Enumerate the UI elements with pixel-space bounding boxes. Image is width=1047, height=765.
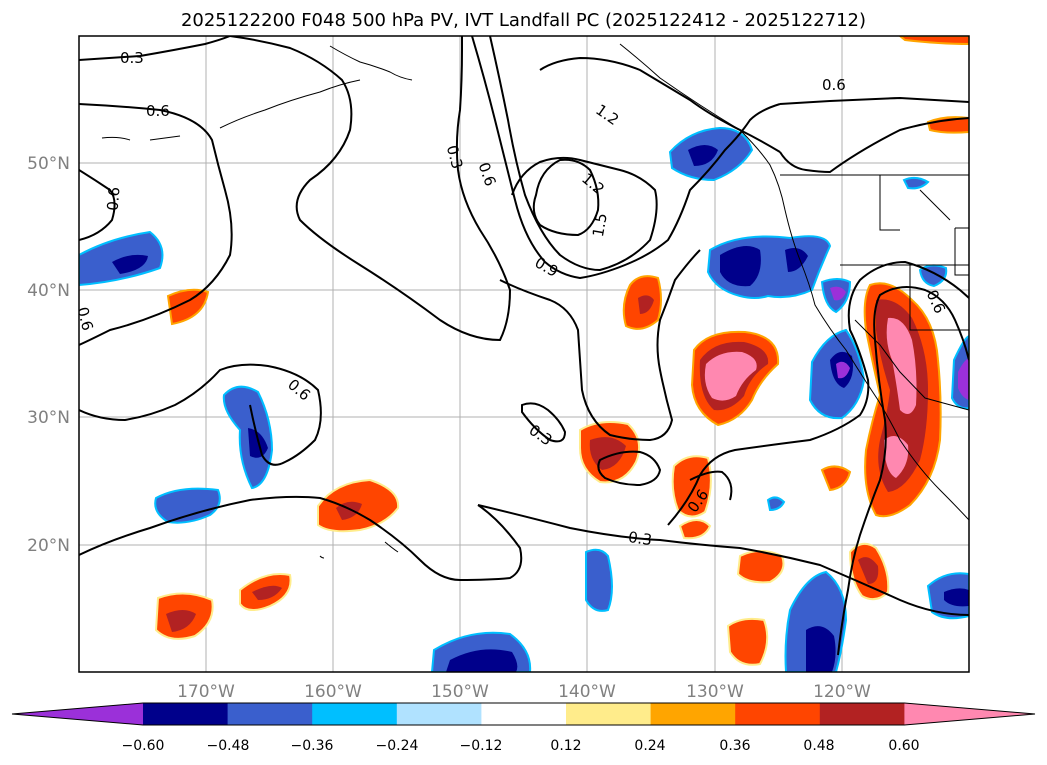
colorbar-segment	[566, 703, 652, 725]
lon-labels: 170°W 160°W 150°W 140°W 130°W 120°W	[177, 682, 871, 702]
ivt-patch	[884, 436, 909, 478]
ivt-patch	[704, 351, 757, 401]
colorbar-segment	[312, 703, 398, 725]
coastlines	[101, 36, 969, 559]
colorbar-segment	[819, 703, 905, 725]
ivt-patch	[678, 519, 712, 540]
contour-label: 0.3	[120, 49, 144, 67]
ivt-patch	[785, 248, 808, 272]
map-plot-area: 0.3 0.6 0.3 0.6 1.2 0.6 0.6 1.2 1.5 0.9 …	[73, 36, 969, 672]
ivt-patch	[886, 317, 917, 414]
colorbar-tick: −0.36	[291, 738, 334, 754]
colorbar-segment	[143, 703, 229, 725]
contour-label: 0.3	[443, 143, 467, 171]
ivt-patch	[944, 588, 969, 607]
ivt-patch	[166, 288, 210, 326]
lat-labels: 50°N 40°N 30°N 20°N	[27, 154, 70, 556]
lat-label-30n: 30°N	[27, 408, 70, 428]
ivt-patch	[112, 254, 148, 274]
ivt-patch	[902, 176, 930, 190]
lon-label-130w: 130°W	[686, 682, 744, 702]
colorbar-segment	[650, 703, 736, 725]
lat-label-20n: 20°N	[27, 536, 70, 556]
ivt-patch	[766, 496, 786, 512]
ivt-patch	[820, 465, 852, 492]
colorbar-ticks: −0.60 −0.48 −0.36 −0.24 −0.12 0.12 0.24 …	[122, 738, 920, 754]
ivt-patch	[726, 617, 769, 666]
contour-label: 0.6	[822, 76, 846, 94]
lat-label-50n: 50°N	[27, 154, 70, 174]
colorbar-segment	[396, 703, 482, 725]
colorbar-segment	[735, 703, 821, 725]
ivt-patch	[154, 487, 221, 524]
contour-label: 0.3	[627, 528, 653, 549]
ivt-patch	[222, 385, 274, 490]
lon-label-160w: 160°W	[304, 682, 362, 702]
pv-contours	[79, 36, 969, 656]
ivt-patches	[79, 36, 969, 672]
ivt-patch	[252, 585, 282, 600]
map-frame	[78, 35, 970, 673]
colorbar-tick: 0.12	[550, 738, 581, 754]
map-title: 2025122200 F048 500 hPa PV, IVT Landfall…	[180, 10, 867, 31]
colorbar-tick: −0.48	[207, 738, 250, 754]
lon-label-150w: 150°W	[431, 682, 489, 702]
contour-label: 0.6	[146, 102, 170, 120]
colorbar-extend-max	[904, 703, 1035, 725]
lon-label-140w: 140°W	[558, 682, 616, 702]
colorbar	[11, 702, 1036, 726]
contour-label: 1.5	[589, 212, 611, 239]
ivt-patch	[958, 358, 969, 400]
colorbar-segment	[481, 703, 567, 725]
lon-label-170w: 170°W	[177, 682, 235, 702]
colorbar-extend-min	[12, 703, 143, 725]
colorbar-tick: 0.48	[803, 738, 834, 754]
ivt-patch	[858, 557, 879, 584]
colorbar-tick: 0.24	[634, 738, 665, 754]
colorbar-segment	[227, 703, 313, 725]
ivt-patch	[688, 145, 718, 166]
ivt-patch	[166, 610, 196, 632]
lat-label-40n: 40°N	[27, 281, 70, 301]
ivt-patch	[638, 295, 654, 314]
ivt-patch	[720, 246, 761, 287]
colorbar-tick: −0.12	[460, 738, 503, 754]
ivt-patch	[836, 361, 850, 379]
colorbar-tick: 0.60	[888, 738, 919, 754]
colorbar-tick: −0.60	[122, 738, 165, 754]
ivt-patch	[585, 548, 613, 612]
colorbar-tick: −0.24	[376, 738, 419, 754]
ivt-patch	[446, 649, 518, 672]
colorbar-tick: 0.36	[719, 738, 750, 754]
colorbar-outline	[11, 702, 1036, 726]
ivt-patch	[830, 286, 846, 301]
lon-label-120w: 120°W	[813, 682, 871, 702]
ivt-patch	[806, 626, 836, 672]
contour-label: 0.6	[73, 305, 97, 333]
contour-label: 0.6	[104, 186, 124, 211]
